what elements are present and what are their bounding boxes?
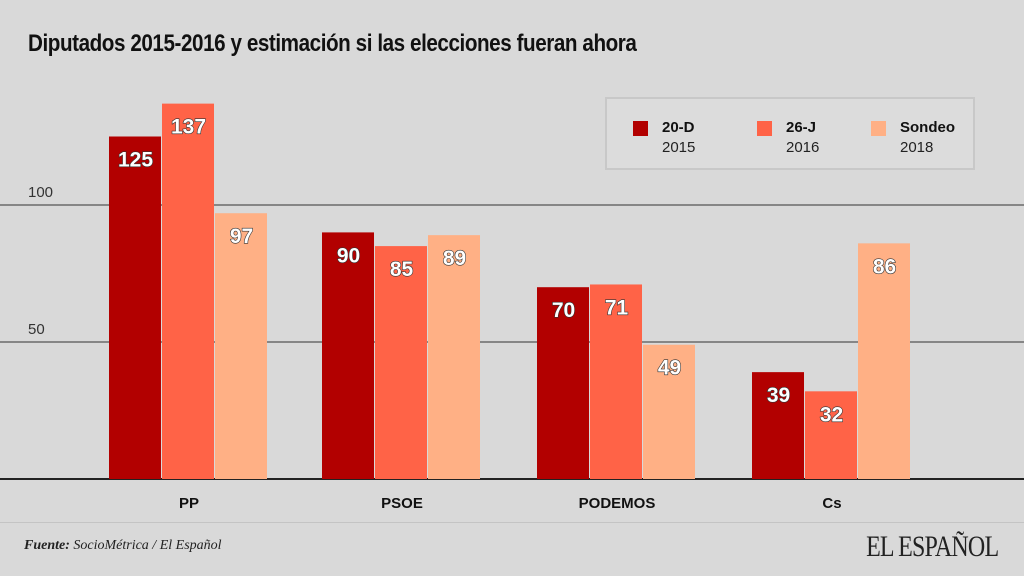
data-label: 39 xyxy=(767,384,790,407)
data-label: 49 xyxy=(658,357,681,380)
data-label: 90 xyxy=(337,244,360,267)
legend-year: 2018 xyxy=(900,139,934,156)
data-label: 85 xyxy=(390,258,414,281)
data-label: 137 xyxy=(171,116,206,139)
legend-year: 2015 xyxy=(662,139,696,156)
bar xyxy=(643,344,695,479)
bar xyxy=(858,243,910,479)
legend-swatch xyxy=(757,121,772,136)
x-tick-label: Cs xyxy=(822,495,841,512)
legend-year: 2016 xyxy=(786,139,820,156)
data-label: 125 xyxy=(118,149,153,172)
el-espanol-logo: EL ESPAÑOL xyxy=(865,530,999,563)
bar xyxy=(428,235,480,479)
data-label: 89 xyxy=(443,247,466,270)
bar xyxy=(109,136,161,479)
footer-divider xyxy=(0,522,1024,523)
legend-swatch xyxy=(633,121,648,136)
chart-title: Diputados 2015-2016 y estimación si las … xyxy=(28,30,637,57)
bar xyxy=(537,287,589,479)
source-text: SocioMétrica / El Español xyxy=(69,538,222,553)
source-note: Fuente: SocioMétrica / El Español xyxy=(24,538,222,554)
bar xyxy=(215,213,267,479)
bar xyxy=(752,372,804,479)
legend-label: 26-J xyxy=(786,119,817,136)
data-label: 71 xyxy=(605,296,629,319)
bar xyxy=(805,391,857,479)
bar xyxy=(322,232,374,479)
data-label: 86 xyxy=(873,255,896,278)
x-tick-label: PSOE xyxy=(381,495,423,512)
bar xyxy=(590,284,642,479)
x-tick-label: PP xyxy=(179,495,199,512)
data-label: 97 xyxy=(230,225,253,248)
bar xyxy=(375,246,427,479)
legend: 20-D 2015 26-J 2016 Sondeo 2018 xyxy=(605,97,975,170)
legend-swatch xyxy=(871,121,886,136)
x-tick-label: PODEMOS xyxy=(579,495,656,512)
y-tick-label: 100 xyxy=(28,184,53,201)
legend-label: 20-D xyxy=(662,119,695,136)
legend-label: Sondeo xyxy=(900,119,955,136)
data-label: 32 xyxy=(820,403,843,426)
y-tick-label: 50 xyxy=(28,321,45,338)
source-label: Fuente: xyxy=(24,538,70,553)
bar xyxy=(162,103,214,480)
data-label: 70 xyxy=(552,299,575,322)
